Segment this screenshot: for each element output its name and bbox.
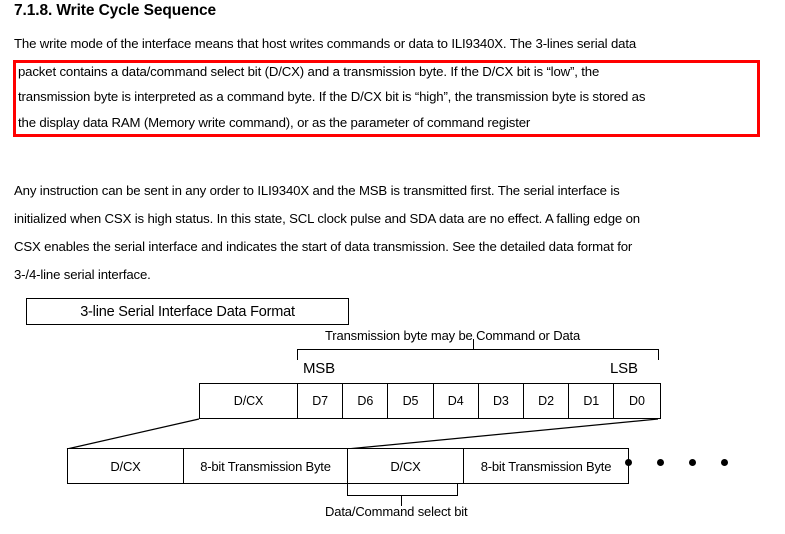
bit-cell-d4: D4 (434, 384, 479, 418)
dot-2 (657, 459, 664, 466)
paragraph2-line-4: 3-/4-line serial interface. (14, 267, 151, 282)
msb-label: MSB (303, 360, 335, 377)
packet-row: D/CX 8-bit Transmission Byte D/CX 8-bit … (67, 448, 629, 484)
bit-cell-d6: D6 (343, 384, 389, 418)
diagram-caption-transmission-byte: Transmission byte may be Command or Data (325, 328, 581, 343)
bit-cell-d1: D1 (569, 384, 615, 418)
packet-cell-dcx-2: D/CX (348, 449, 464, 483)
bit-cell-d3: D3 (479, 384, 524, 418)
bracket-bottom-stem (401, 495, 402, 506)
diagram-caption-select-bit: Data/Command select bit (325, 504, 468, 519)
paragraph2-line-2: initialized when CSX is high status. In … (14, 211, 640, 226)
red-highlight-box (13, 60, 760, 137)
paragraph1-line-1: The write mode of the interface means th… (14, 36, 637, 51)
packet-cell-byte-2: 8-bit Transmission Byte (480, 458, 612, 474)
paragraph1-line-2: packet contains a data/command select bi… (18, 64, 600, 79)
paragraph2-line-3: CSX enables the serial interface and ind… (14, 239, 633, 254)
bit-cell-d5: D5 (388, 384, 434, 418)
bit-cell-d7: D7 (298, 384, 344, 418)
packet-cell-dcx-1: D/CX (68, 449, 184, 483)
bracket-top-stem (473, 339, 474, 350)
diagram-title-box: 3-line Serial Interface Data Format (26, 298, 349, 325)
dot-4 (721, 459, 728, 466)
bit-cell-d2: D2 (524, 384, 570, 418)
continuation-dots (625, 459, 729, 473)
bit-cell-row: D/CX D7 D6 D5 D4 D3 D2 D1 D0 (199, 383, 661, 419)
paragraph2-line-1: Any instruction can be sent in any order… (14, 183, 620, 198)
bracket-bottom (347, 484, 458, 496)
packet-cell-byte-1: 8-bit Transmission Byte (184, 449, 348, 483)
paragraph1-line-3: transmission byte is interpreted as a co… (18, 89, 646, 104)
paragraph1-line-4: the display data RAM (Memory write comma… (18, 115, 531, 130)
section-heading: 7.1.8. Write Cycle Sequence (14, 2, 217, 19)
dot-1 (625, 459, 632, 466)
lsb-label: LSB (610, 360, 638, 377)
bracket-top (297, 349, 659, 360)
bit-cell-d0: D0 (629, 394, 645, 408)
bit-cell-dcx: D/CX (200, 384, 298, 418)
dot-3 (689, 459, 696, 466)
